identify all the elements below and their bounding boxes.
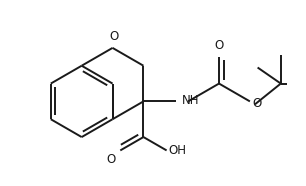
Text: O: O [215,39,224,52]
Text: OH: OH [169,144,187,157]
Text: O: O [110,30,119,43]
Text: O: O [252,97,261,110]
Text: NH: NH [182,94,200,107]
Text: O: O [107,153,116,166]
